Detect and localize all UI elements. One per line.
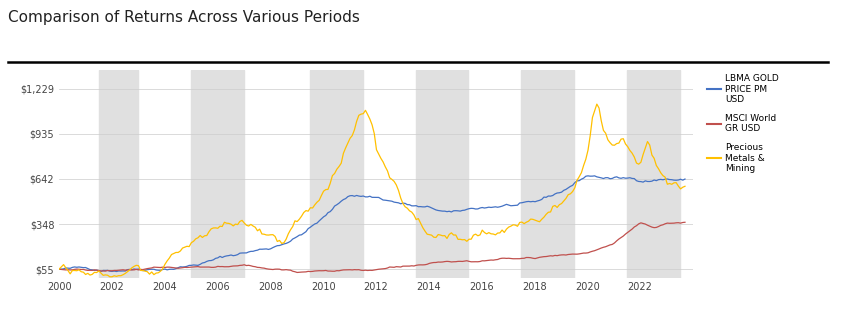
Legend: LBMA GOLD
PRICE PM
USD, MSCI World
GR USD, Precious
Metals &
Mining: LBMA GOLD PRICE PM USD, MSCI World GR US… bbox=[703, 70, 782, 177]
Bar bbox=[191, 70, 244, 278]
Bar bbox=[626, 70, 679, 278]
Bar bbox=[415, 70, 468, 278]
Text: Comparison of Returns Across Various Periods: Comparison of Returns Across Various Per… bbox=[8, 10, 360, 25]
Bar bbox=[99, 70, 138, 278]
Bar bbox=[310, 70, 362, 278]
Bar bbox=[521, 70, 573, 278]
